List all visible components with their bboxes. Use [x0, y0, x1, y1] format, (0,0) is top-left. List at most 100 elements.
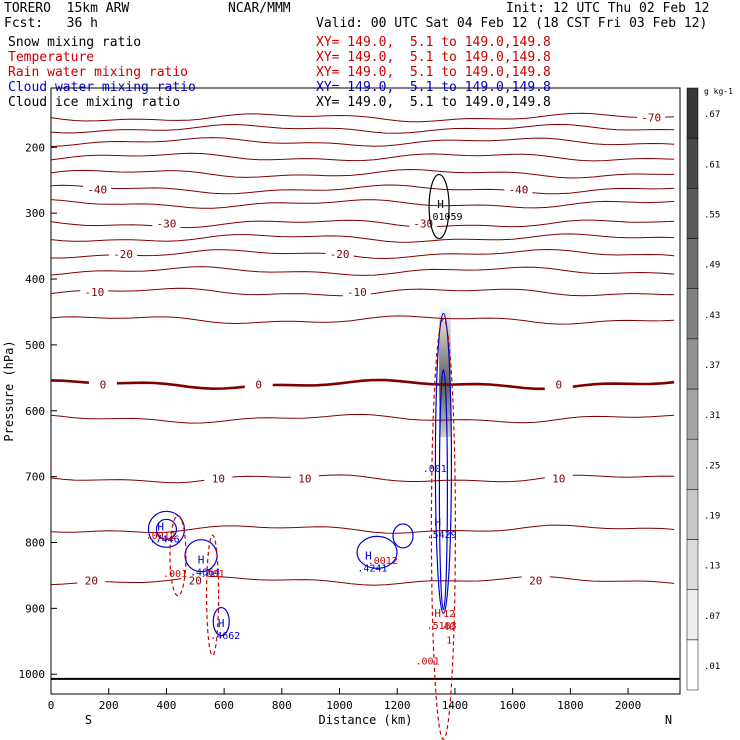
x-tick-label: 800 — [272, 699, 292, 712]
isotherm-label-bg — [109, 247, 138, 260]
legend-xy-snow: XY= 149.0, 5.1 to 149.0,149.8 — [316, 35, 551, 50]
max-value-label: .5429 — [427, 530, 457, 541]
isotherm-label-bg — [290, 472, 319, 485]
contour-value-label: .001 — [201, 569, 225, 580]
colorbar-label: .67 — [704, 110, 720, 120]
isotherm-line — [50, 137, 675, 147]
rain-water-contour — [169, 515, 187, 597]
y-tick-label: 1000 — [19, 668, 46, 681]
y-tick-label: 700 — [25, 471, 45, 484]
isotherm-label: -40 — [87, 183, 107, 196]
snow-shading — [439, 305, 451, 438]
isotherm-label-bg — [88, 378, 117, 391]
isotherm-label: 20 — [85, 575, 98, 588]
x-tick-label: 1200 — [384, 699, 411, 712]
isotherm-line — [50, 199, 675, 209]
isotherm-label: 10 — [298, 473, 311, 486]
cloud-water-contour — [434, 312, 453, 615]
max-marker: H — [198, 554, 205, 567]
isotherm-line — [50, 123, 675, 134]
contour-value-label: 12 — [443, 609, 455, 620]
colorbar-segment — [686, 489, 699, 540]
colorbar-label: .43 — [704, 311, 720, 321]
colorbar-segment — [686, 188, 699, 239]
isotherm-line — [50, 152, 675, 162]
isotherm-label: -10 — [84, 286, 104, 299]
legend-xy-cloud-ice: XY= 149.0, 5.1 to 149.0,149.8 — [316, 95, 551, 110]
isotherm-label-bg — [544, 472, 573, 485]
colorbar-label: .55 — [704, 210, 720, 220]
isotherm-label: 10 — [212, 473, 225, 486]
cloud-water-contour — [392, 523, 414, 549]
y-tick-label: 500 — [25, 339, 45, 352]
isotherm-label: 0 — [255, 378, 262, 391]
valid-time: Valid: 00 UTC Sat 04 Feb 12 (18 CST Fri … — [316, 16, 708, 31]
isotherm-line — [50, 233, 675, 243]
colorbar-label: .49 — [704, 261, 720, 271]
isotherm-line — [50, 184, 675, 195]
max-marker: H — [365, 550, 372, 563]
colorbar-segment — [686, 338, 699, 390]
south-label: S — [85, 713, 92, 727]
isotherm-line — [51, 248, 675, 260]
isotherm-line — [50, 524, 675, 534]
isotherm-line — [50, 168, 675, 179]
x-tick-label: 1400 — [442, 699, 469, 712]
legend-field-cloud-ice: Cloud ice mixing ratio — [8, 95, 181, 110]
isotherm-line — [50, 474, 675, 484]
cloud-water-contour — [212, 606, 230, 637]
cloud-water-contour — [438, 369, 449, 611]
isotherm-line — [50, 112, 675, 123]
colorbar-segment — [686, 539, 699, 590]
isotherm-label-bg — [325, 247, 354, 260]
colorbar-label: .19 — [704, 511, 720, 521]
isotherm-label: -70 — [641, 112, 661, 125]
colorbar-segment — [686, 238, 699, 289]
max-value-label: .4241 — [357, 564, 387, 575]
isotherm-label-bg — [637, 111, 666, 124]
isotherm-label-bg — [504, 183, 533, 196]
y-tick-label: 300 — [25, 207, 45, 220]
contour-value-label: .0012 — [146, 531, 176, 542]
isotherm-label: -30 — [156, 218, 176, 231]
max-marker: H — [434, 607, 441, 620]
isotherm-label-bg — [152, 217, 181, 230]
colorbar-segment — [686, 589, 699, 641]
colorbar-segment — [686, 137, 699, 189]
x-tick-label: 0 — [48, 699, 55, 712]
isotherm-label: 20 — [189, 575, 202, 588]
legend-xy-temperature: XY= 149.0, 5.1 to 149.0,149.8 — [316, 50, 551, 65]
colorbar-label: .13 — [704, 562, 720, 572]
isotherm-label-bg — [342, 286, 371, 299]
x-tick-label: 1600 — [499, 699, 526, 712]
legend-xy-rain: XY= 149.0, 5.1 to 149.0,149.8 — [316, 65, 551, 80]
isotherm-label: 0 — [556, 378, 563, 391]
north-label: N — [665, 713, 672, 727]
x-tick-label: 400 — [156, 699, 176, 712]
isotherm-label: -10 — [347, 286, 367, 299]
max-value-label: .01059 — [426, 212, 462, 223]
contour-value-label: .001 — [163, 569, 187, 580]
contour-value-label: 1 — [446, 635, 452, 646]
colorbar-segment — [686, 87, 699, 139]
isotherm-label-bg — [83, 183, 112, 196]
y-axis-label: Pressure (hPa) — [2, 340, 16, 441]
max-value-label: .4662 — [210, 631, 240, 642]
isotherm-line — [50, 378, 675, 391]
x-tick-label: 200 — [99, 699, 119, 712]
y-tick-label: 600 — [25, 405, 45, 418]
colorbar-label: .01 — [704, 662, 720, 672]
rain-water-contour — [430, 318, 457, 740]
colorbar-label: .07 — [704, 612, 720, 622]
isotherm-label-bg — [181, 574, 210, 587]
colorbar-label: .61 — [704, 160, 720, 170]
cloud-ice-contour — [428, 173, 450, 240]
isotherm-label: 20 — [529, 575, 542, 588]
isotherm-line — [50, 575, 675, 586]
x-tick-label: 1000 — [326, 699, 353, 712]
max-marker: H — [434, 516, 441, 529]
legend-field-temperature: Temperature — [8, 50, 95, 65]
colorbar-segment — [686, 639, 699, 691]
isotherm-label: -20 — [113, 248, 133, 261]
max-value-label: .5183 — [427, 621, 457, 632]
